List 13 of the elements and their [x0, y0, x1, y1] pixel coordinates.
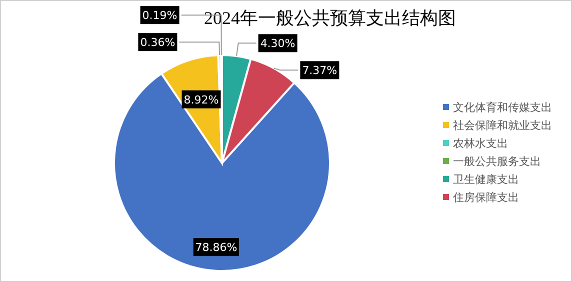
data-label: 7.37% [302, 64, 338, 78]
data-label: 4.30% [260, 37, 296, 50]
data-label: 78.86% [195, 241, 238, 254]
data-label: 0.36% [140, 36, 176, 50]
legend-label: 文化体育和传媒支出 [453, 101, 552, 114]
data-label: 8.92% [184, 93, 219, 106]
legend-label: 住房保障支出 [453, 191, 519, 204]
data-label: 0.19% [142, 9, 178, 22]
legend-label: 社会保障和就业支出 [453, 119, 552, 132]
legend-label: 一般公共服务支出 [453, 155, 541, 168]
legend-label: 农林水支出 [453, 137, 508, 150]
chart-title: 2024年一般公共预算支出结构图 [204, 8, 456, 28]
legend-label: 卫生健康支出 [453, 173, 519, 186]
